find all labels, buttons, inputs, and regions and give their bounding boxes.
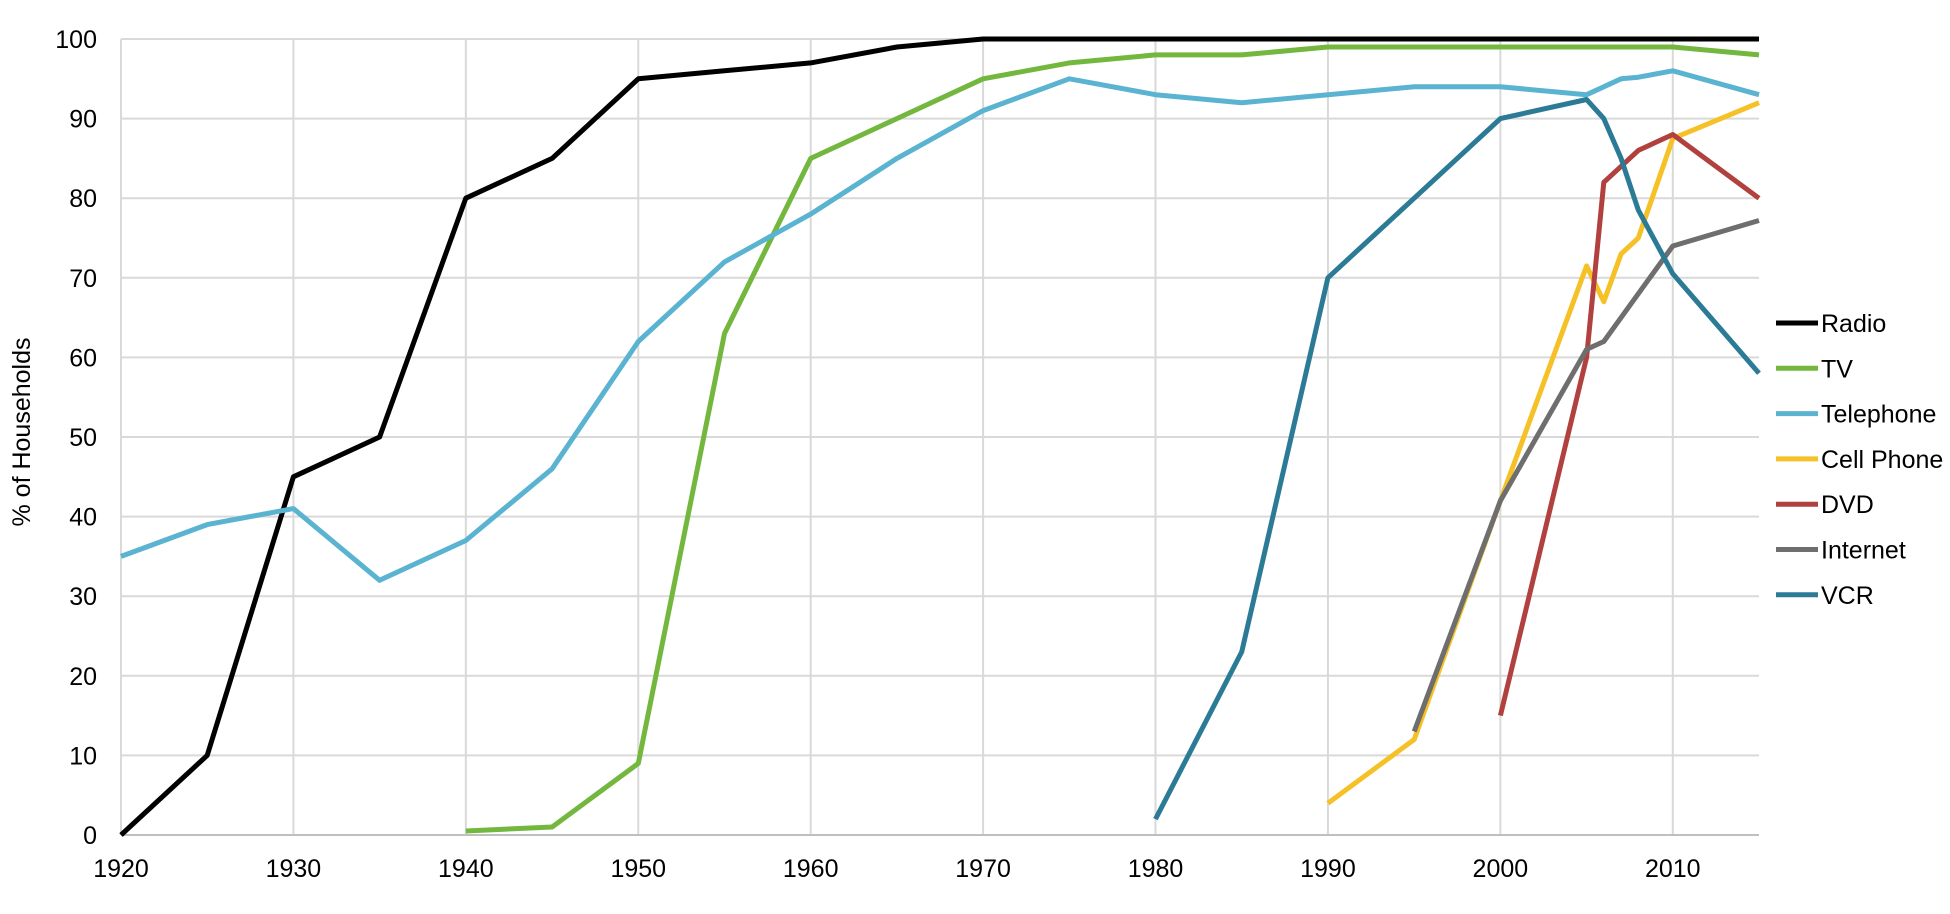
y-tick-label: 80 <box>69 185 97 213</box>
y-axis-title: % of Households <box>8 337 36 526</box>
series-line-radio <box>119 36 1759 837</box>
axes: 0 10 20 30 40 50 60 70 80 90 100 1920 1930 1940 1950 19… <box>55 26 1759 883</box>
x-tick-label: 1920 <box>93 855 149 883</box>
y-tick-label: 0 <box>83 822 97 850</box>
y-tick-label: 20 <box>69 663 97 691</box>
x-tick-label: 2010 <box>1645 855 1701 883</box>
series-line-vcr <box>1153 97 1761 821</box>
y-tick-label: 100 <box>55 26 97 54</box>
x-tick-label: 1980 <box>1128 855 1184 883</box>
y-tick-label: 50 <box>69 424 97 452</box>
series-line-dvd <box>1497 132 1761 717</box>
x-tick-label: 1930 <box>266 855 322 883</box>
legend-label: Cell Phone <box>1821 446 1943 474</box>
x-tick-label: 1960 <box>783 855 839 883</box>
legend-label: VCR <box>1821 582 1874 610</box>
series-line-telephone <box>120 68 1760 583</box>
legend: Radio TV Telephone Cell Phone DVD Internet VCR <box>1776 310 1943 610</box>
series-line-internet <box>1411 218 1760 733</box>
y-tick-label: 90 <box>69 106 97 134</box>
legend-label: Radio <box>1821 310 1886 338</box>
legend-label: Internet <box>1821 537 1906 565</box>
x-tick-label: 1990 <box>1300 855 1356 883</box>
y-tick-label: 60 <box>69 344 97 372</box>
legend-label: DVD <box>1821 491 1874 519</box>
y-tick-label: 40 <box>69 504 97 532</box>
y-tick-label: 10 <box>69 742 97 770</box>
x-tick-label: 2000 <box>1473 855 1529 883</box>
series-lines <box>119 36 1761 837</box>
x-tick-label: 1950 <box>610 855 666 883</box>
gridlines <box>120 38 1759 835</box>
legend-label: TV <box>1821 355 1853 383</box>
legend-label: Telephone <box>1821 401 1936 429</box>
y-tick-label: 30 <box>69 583 97 611</box>
x-tick-label: 1940 <box>438 855 494 883</box>
x-tick-label: 1970 <box>955 855 1011 883</box>
series-line-tv <box>465 44 1760 834</box>
series-line-cell-phone <box>1326 100 1760 806</box>
y-tick-label: 70 <box>69 265 97 293</box>
